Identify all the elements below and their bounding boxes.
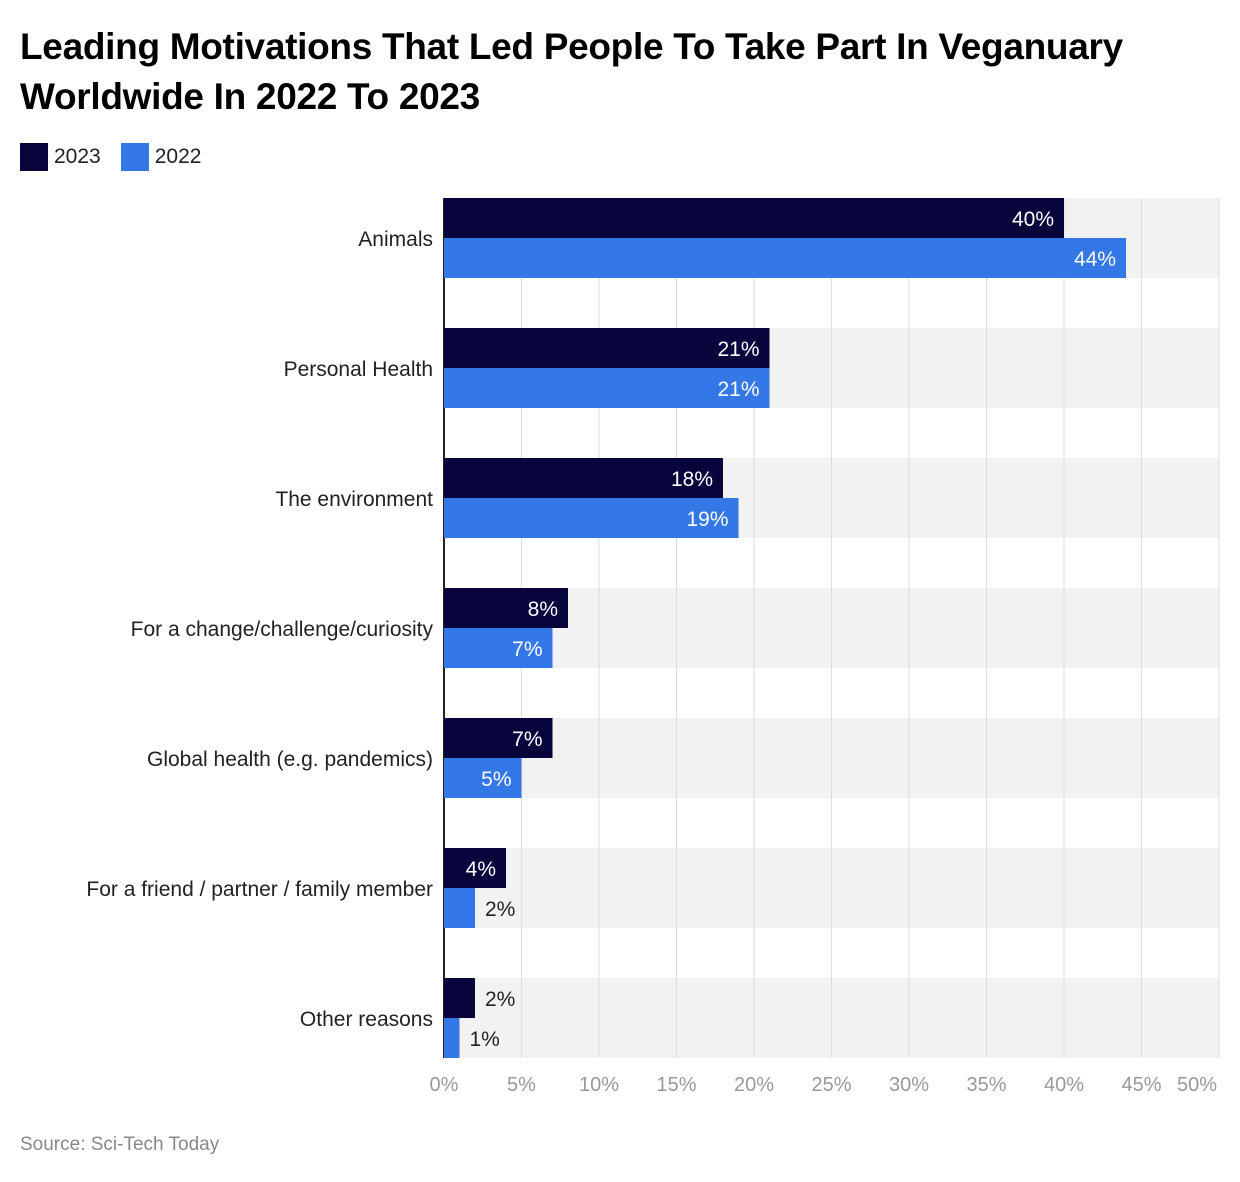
bar-2023 bbox=[444, 198, 1064, 238]
data-label: 21% bbox=[717, 338, 759, 361]
legend-item-2022: 2022 bbox=[120, 143, 202, 171]
data-label: 2% bbox=[485, 898, 515, 921]
legend-label: 2023 bbox=[54, 145, 101, 168]
category-label: For a friend / partner / family member bbox=[86, 878, 433, 901]
data-label: 1% bbox=[470, 1028, 500, 1051]
data-label: 4% bbox=[466, 858, 496, 881]
data-label: 44% bbox=[1074, 248, 1116, 271]
legend-swatch bbox=[20, 143, 48, 171]
data-label: 19% bbox=[686, 508, 728, 531]
category-label: Personal Health bbox=[284, 358, 433, 381]
bar-2023 bbox=[444, 978, 475, 1018]
data-label: 40% bbox=[1012, 208, 1054, 231]
x-tick-label: 30% bbox=[889, 1074, 929, 1096]
category-label: For a change/challenge/curiosity bbox=[131, 618, 434, 641]
x-tick-label: 35% bbox=[966, 1074, 1006, 1096]
x-tick-label: 15% bbox=[656, 1074, 696, 1096]
legend-label: 2022 bbox=[154, 145, 202, 168]
legend: 2023 2022 bbox=[20, 143, 221, 171]
x-tick-label: 20% bbox=[734, 1074, 774, 1096]
data-label: 8% bbox=[528, 598, 558, 621]
x-tick-label: 10% bbox=[579, 1074, 619, 1096]
bar-2023 bbox=[444, 718, 553, 758]
bar-2023 bbox=[444, 848, 506, 888]
bar-2022 bbox=[444, 758, 522, 798]
category-label: Global health (e.g. pandemics) bbox=[147, 748, 433, 771]
bar-2023 bbox=[444, 588, 568, 628]
source-note: Source: Sci-Tech Today bbox=[20, 1134, 220, 1155]
data-label: 5% bbox=[481, 768, 511, 791]
bar-2022 bbox=[444, 1018, 460, 1058]
x-tick-label: 50% bbox=[1177, 1074, 1217, 1096]
category-label: Animals bbox=[358, 228, 433, 251]
x-tick-label: 25% bbox=[811, 1074, 851, 1096]
bar-2022 bbox=[444, 238, 1126, 278]
chart-title: Leading Motivations That Led People To T… bbox=[20, 26, 1123, 117]
data-label: 7% bbox=[512, 638, 542, 661]
category-label: Other reasons bbox=[300, 1008, 433, 1031]
category-label: The environment bbox=[275, 488, 433, 511]
x-tick-label: 5% bbox=[507, 1074, 536, 1096]
x-tick-label: 0% bbox=[430, 1074, 459, 1096]
bar-2023 bbox=[444, 328, 770, 368]
data-label: 18% bbox=[671, 468, 713, 491]
bar-2022 bbox=[444, 368, 770, 408]
legend-item-2023: 2023 bbox=[20, 143, 101, 171]
bar-2023 bbox=[444, 458, 723, 498]
bar-2022 bbox=[444, 888, 475, 928]
bar-2022 bbox=[444, 498, 739, 538]
data-label: 2% bbox=[485, 988, 515, 1011]
data-label: 7% bbox=[512, 728, 542, 751]
bar-2022 bbox=[444, 628, 553, 668]
legend-swatch bbox=[120, 143, 149, 171]
x-tick-label: 40% bbox=[1044, 1074, 1084, 1096]
data-label: 21% bbox=[717, 378, 759, 401]
x-tick-label: 45% bbox=[1121, 1074, 1161, 1096]
